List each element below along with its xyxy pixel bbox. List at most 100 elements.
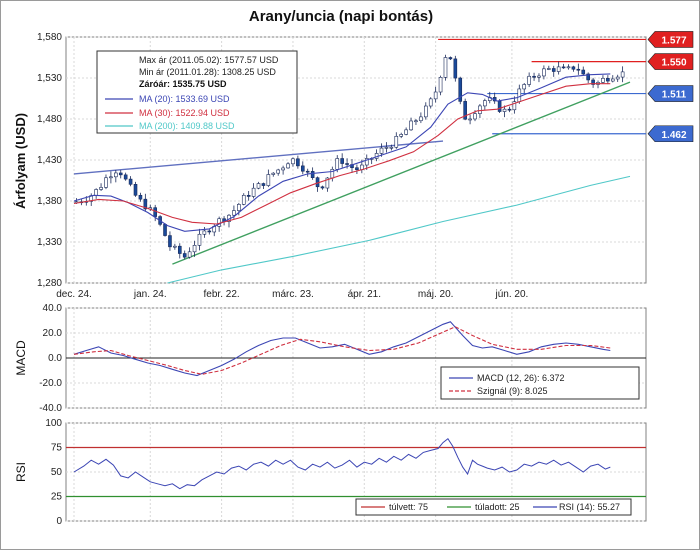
candle-body	[483, 100, 487, 107]
candle-body	[364, 158, 369, 166]
candle-body	[463, 101, 467, 120]
level-tag-1.577: 1.577	[647, 31, 694, 48]
candle-body	[404, 129, 408, 135]
candle-body	[143, 198, 148, 210]
candle-body	[296, 158, 300, 167]
candle-body	[281, 167, 285, 171]
candle-body	[114, 172, 118, 178]
candle-body	[458, 77, 463, 102]
candle-body	[379, 147, 384, 154]
candle-body	[355, 167, 359, 171]
candle-body	[286, 163, 290, 169]
legend-ma200: MA (200): 1409.88 USD	[139, 121, 235, 131]
candle-body	[610, 78, 615, 82]
candle-body	[320, 186, 325, 189]
svg-text:1.550: 1.550	[661, 58, 686, 69]
price-y-tick: 1,380	[37, 196, 62, 207]
candle-body	[606, 78, 610, 82]
candle-body	[232, 210, 236, 216]
candle-body	[394, 135, 399, 148]
candle-body	[522, 84, 527, 90]
rsi-y-tick: 75	[51, 443, 63, 454]
svg-text:1.577: 1.577	[661, 35, 686, 46]
candle-body	[438, 77, 443, 93]
candle-body	[138, 194, 143, 200]
candle-body	[527, 75, 531, 85]
candle-body	[547, 68, 551, 70]
rsi-y-label: RSI	[14, 462, 28, 482]
price-y-axis: 1,280 1,330 1,380 1,430 1,480 1,530 1,580	[37, 32, 62, 289]
rsi-y-axis: 100 75 50 25 0	[45, 418, 62, 527]
candle-body	[443, 57, 448, 78]
candle-body	[177, 245, 182, 254]
candle-body	[389, 146, 394, 149]
price-y-tick: 1,330	[37, 237, 62, 248]
candle-body	[153, 207, 157, 217]
candle-body	[94, 189, 98, 196]
candle-body	[305, 170, 310, 173]
candle-body	[517, 88, 522, 103]
candle-body	[345, 163, 349, 165]
rsi-levels	[66, 446, 646, 498]
candle-body	[601, 78, 605, 83]
price-y-tick: 1,430	[37, 155, 62, 166]
candle-body	[537, 75, 541, 78]
price-x-tick: jan. 24.	[133, 289, 167, 300]
price-x-tick: dec. 24.	[56, 289, 92, 300]
candle-body	[197, 233, 202, 246]
level-labels: 1.577 1.550 1.511 1.462	[647, 31, 694, 143]
candle-body	[542, 68, 546, 77]
candle-body	[448, 57, 453, 60]
candle-body	[335, 158, 340, 170]
legend-ma20: MA (20): 1533.69 USD	[139, 94, 230, 104]
candle-body	[512, 101, 517, 111]
price-y-label: Árfolyam (USD)	[13, 113, 28, 209]
candle-body	[581, 69, 586, 75]
macd-y-tick: -20.0	[39, 378, 62, 389]
macd-series-Szignál (9)	[73, 326, 611, 375]
candle-body	[532, 75, 536, 78]
macd-y-label: MACD	[14, 340, 28, 376]
candle-body	[561, 66, 566, 69]
candle-body	[163, 224, 167, 236]
candle-body	[182, 253, 187, 258]
candle-body	[340, 158, 344, 164]
candle-body	[620, 71, 625, 78]
level-tag-1.550: 1.550	[647, 53, 694, 70]
info-max: Max ár (2011.05.02): 1577.57 USD	[139, 55, 279, 65]
rsi-y-tick: 50	[51, 467, 63, 478]
candle-body	[271, 172, 276, 175]
rsi-lines	[73, 437, 611, 490]
candle-body	[118, 172, 123, 176]
candle-body	[109, 176, 113, 179]
candle-body	[551, 68, 556, 72]
macd-y-tick: 20.0	[43, 328, 63, 339]
candle-body	[571, 66, 576, 70]
price-x-tick: jún. 20.	[495, 289, 529, 300]
price-y-tick: 1,480	[37, 114, 62, 125]
candle-body	[123, 174, 128, 180]
level-tag-1.462: 1.462	[647, 125, 694, 143]
candle-body	[615, 76, 620, 80]
trendline-green-support	[172, 81, 631, 265]
candle-body	[419, 116, 423, 122]
candle-body	[507, 108, 512, 111]
legend-rsi: RSI (14): 55.27	[559, 502, 620, 512]
svg-text:1.511: 1.511	[662, 90, 687, 101]
macd-legend: MACD (12, 26): 6.372 Szignál (9): 8.025	[440, 366, 640, 400]
moving-averages	[73, 73, 631, 284]
candle-body	[399, 134, 404, 137]
ma-line-MA (20)	[73, 73, 611, 232]
candle-body	[502, 108, 507, 112]
candlesticks	[74, 54, 625, 260]
price-y-tick: 1,530	[37, 73, 62, 84]
svg-text:1.462: 1.462	[661, 130, 686, 141]
candle-body	[173, 245, 177, 248]
rsi-y-tick: 25	[51, 492, 63, 503]
macd-y-tick: 0.0	[48, 353, 62, 364]
candle-body	[246, 194, 251, 197]
legend-signal: Szignál (9): 8.025	[477, 386, 548, 396]
candle-body	[276, 169, 280, 174]
macd-y-axis: 40.0 20.0 0.0 -20.0 -40.0	[39, 303, 62, 414]
